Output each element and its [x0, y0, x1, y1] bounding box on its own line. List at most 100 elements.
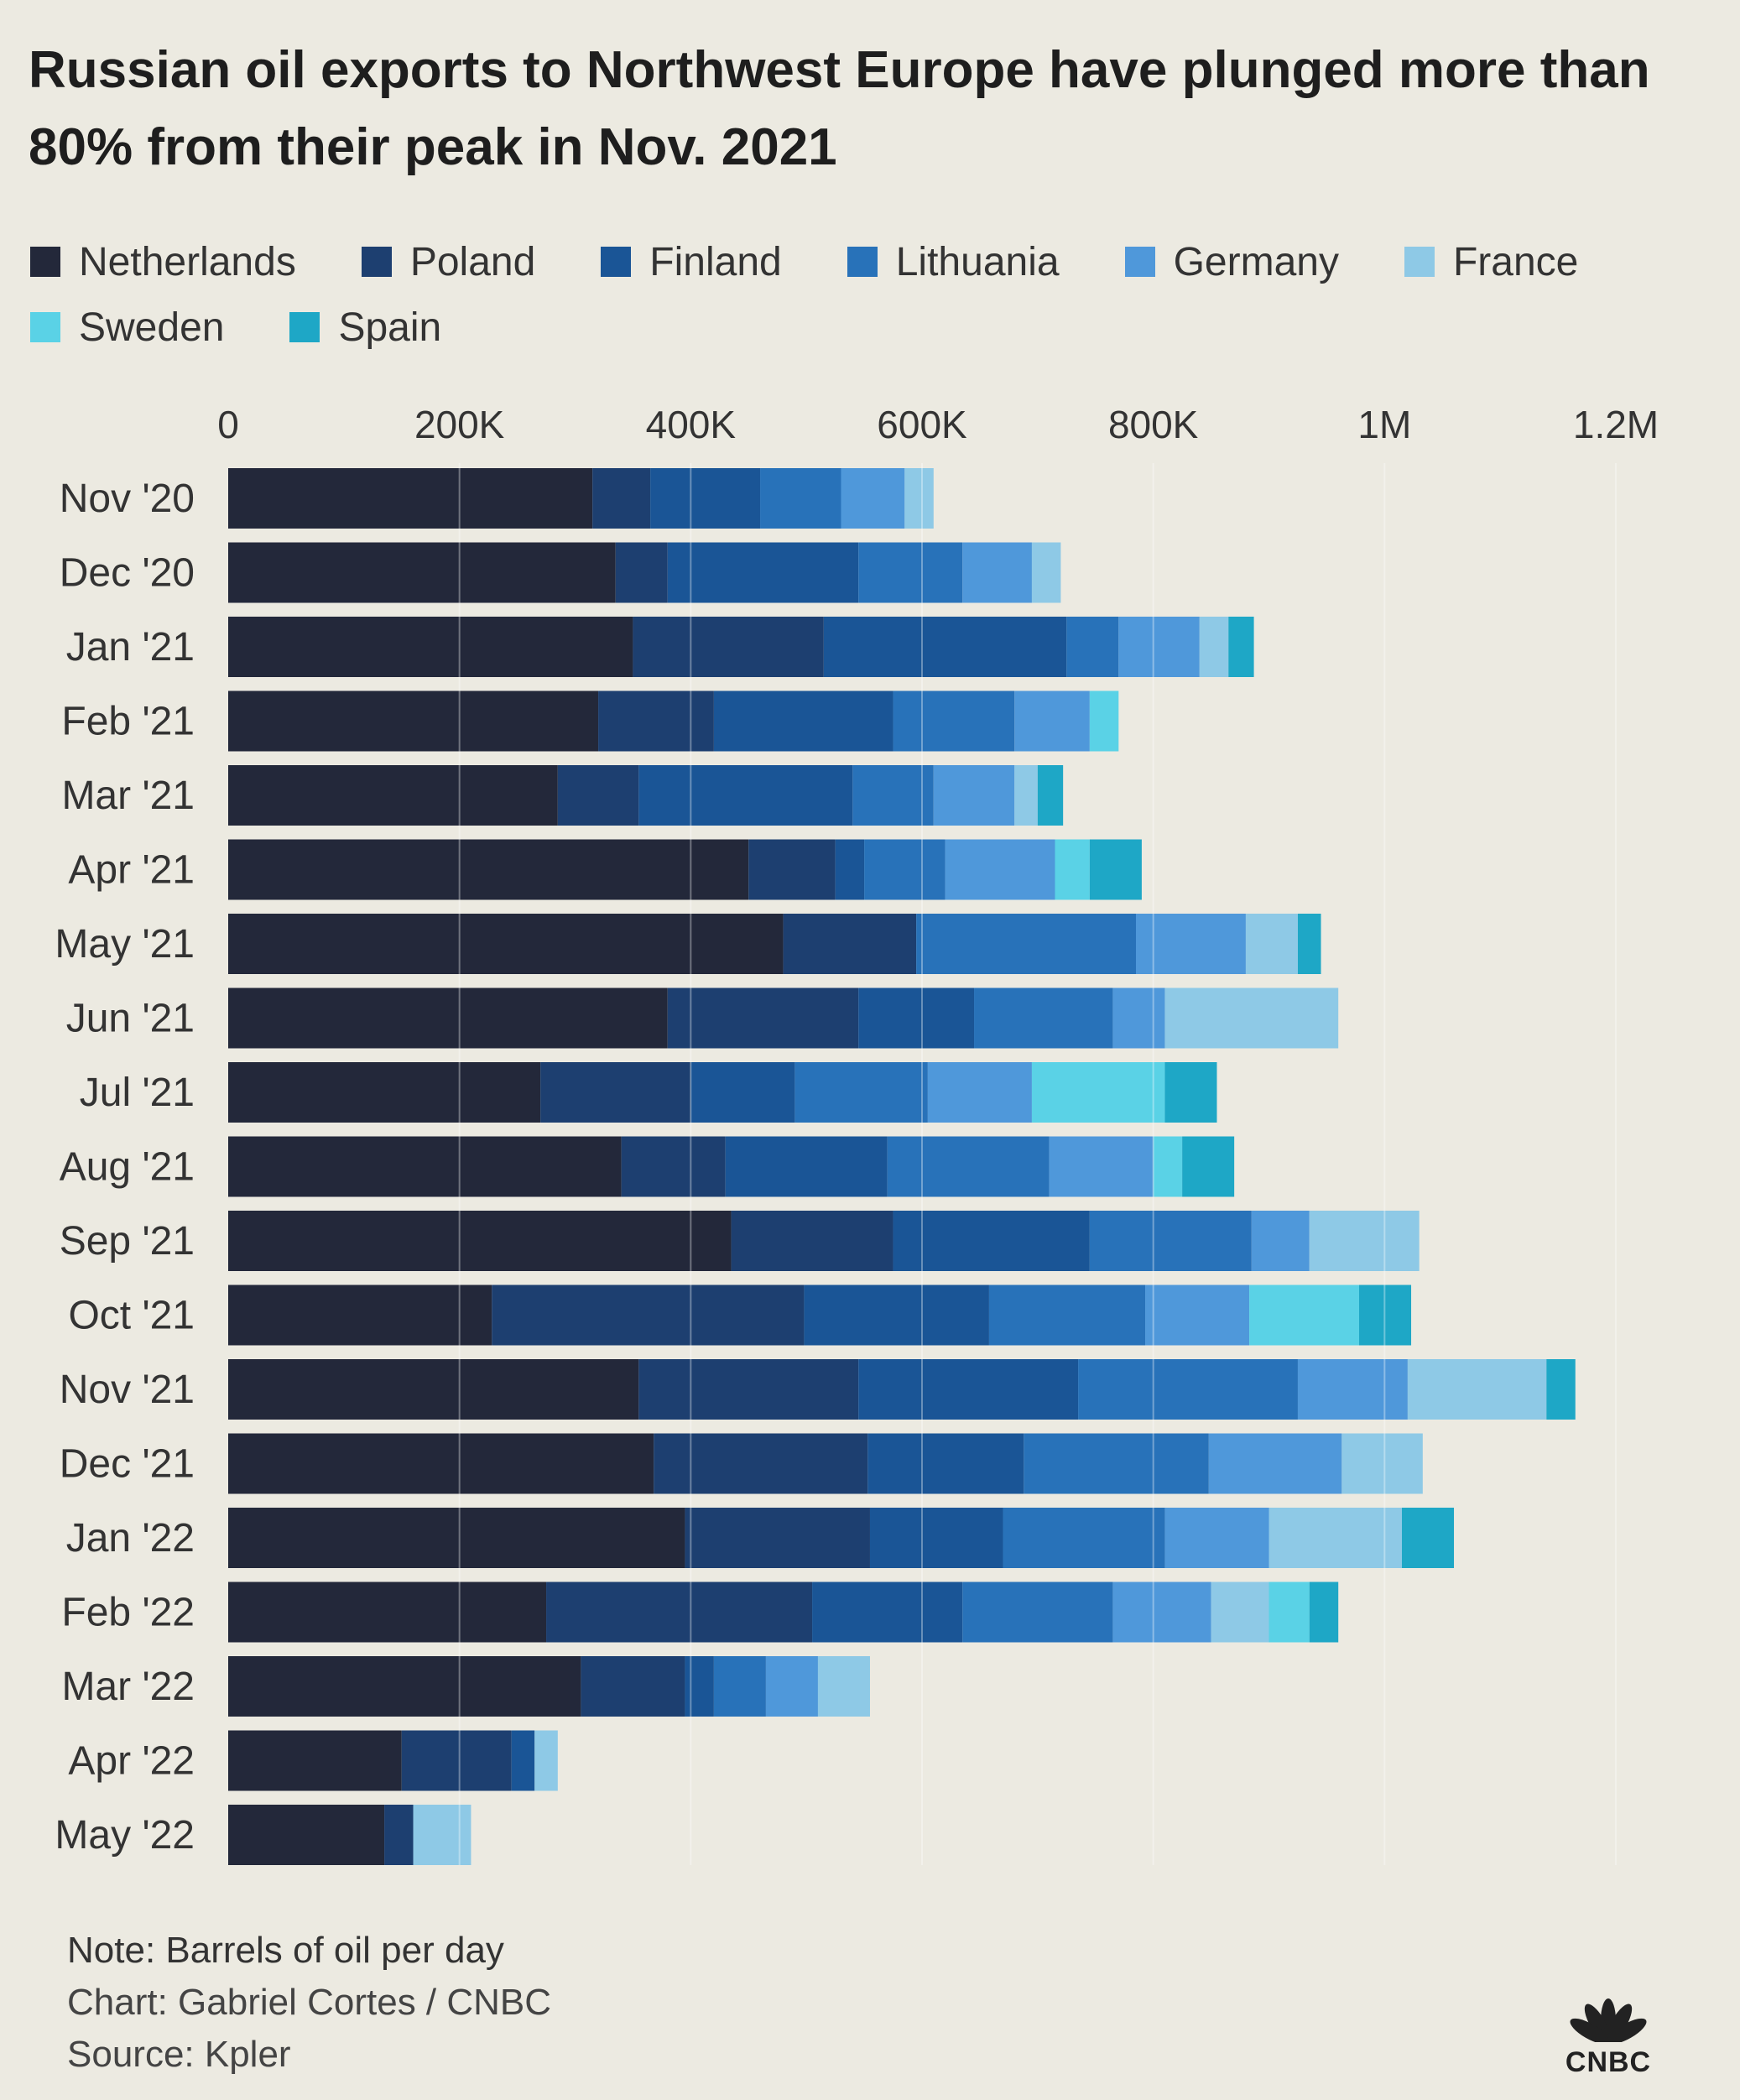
- bar-aug-21-netherlands: [228, 1136, 622, 1197]
- category-label: Feb '22: [61, 1591, 195, 1635]
- bar-jun-21-france: [1164, 987, 1339, 1049]
- bar-jul-21-netherlands: [228, 1062, 541, 1123]
- x-axis-ticks: 0 200K 400K 600K 800K 1M 1.2M: [217, 403, 1659, 446]
- bar-apr-22-france: [534, 1730, 558, 1791]
- bar-jul-21-poland: [540, 1062, 691, 1123]
- bar-may-22-netherlands: [228, 1805, 385, 1865]
- bar-feb-21-sweden: [1089, 690, 1119, 752]
- bar-jul-21-lithuania: [794, 1062, 928, 1123]
- legend-swatch: [30, 312, 60, 342]
- bar-oct-21-sweden: [1249, 1284, 1360, 1346]
- bar-may-22-poland: [384, 1805, 414, 1865]
- category-label: Nov '21: [60, 1368, 195, 1412]
- cnbc-wordmark: CNBC: [1565, 2046, 1652, 2078]
- bar-aug-21-lithuania: [887, 1136, 1050, 1197]
- bar-jul-21-sweden: [1031, 1062, 1165, 1123]
- category-label: Feb '21: [61, 700, 195, 744]
- bar-may-21-lithuania: [916, 914, 1136, 974]
- bar-may-21-france: [1245, 914, 1298, 974]
- bar-jan-22-france: [1269, 1508, 1403, 1568]
- chart-title: Russian oil exports to Northwest Europe …: [29, 41, 1650, 176]
- cnbc-logo: CNBC: [1554, 1987, 1663, 2079]
- category-label: Dec '20: [60, 551, 195, 596]
- bar-feb-22-netherlands: [228, 1582, 547, 1643]
- legend-item-spain: Spain: [289, 302, 441, 352]
- bar-dec-21-finland: [867, 1433, 1024, 1494]
- bar-jun-21-lithuania: [974, 987, 1113, 1049]
- bar-jan-21-spain: [1228, 617, 1254, 677]
- bar-dec-20-lithuania: [858, 542, 963, 603]
- bar-apr-21-netherlands: [228, 839, 749, 900]
- category-label: Sep '21: [60, 1219, 195, 1264]
- bar-apr-22-finland: [511, 1730, 535, 1791]
- bar-jan-22-netherlands: [228, 1508, 685, 1568]
- bar-jan-22-lithuania: [1003, 1508, 1165, 1568]
- legend-label: Germany: [1173, 239, 1339, 284]
- legend-item-lithuania: Lithuania: [847, 237, 1060, 287]
- bar-oct-21-lithuania: [988, 1284, 1146, 1346]
- bar-nov-21-netherlands: [228, 1359, 639, 1420]
- bar-jul-21-spain: [1164, 1062, 1217, 1123]
- bar-nov-20-france: [904, 468, 934, 529]
- bar-feb-22-poland: [546, 1582, 813, 1643]
- bar-oct-21-germany: [1145, 1284, 1250, 1346]
- bar-apr-21-lithuania: [864, 839, 946, 900]
- legend-swatch: [30, 247, 60, 277]
- bar-nov-21-germany: [1297, 1359, 1408, 1420]
- category-label: Jan '22: [66, 1516, 195, 1561]
- bar-feb-21-finland: [713, 690, 893, 752]
- bar-apr-21-germany: [945, 839, 1055, 900]
- bar-nov-20-finland: [650, 468, 761, 529]
- bar-dec-21-netherlands: [228, 1433, 654, 1494]
- bar-dec-20-germany: [962, 542, 1032, 603]
- bar-apr-22-poland: [401, 1730, 512, 1791]
- bar-nov-21-lithuania: [1078, 1359, 1298, 1420]
- chart-credit: Chart: Gabriel Cortes / CNBC: [67, 1982, 552, 2023]
- legend-swatch: [361, 247, 392, 277]
- bar-feb-21-netherlands: [228, 690, 599, 752]
- bar-dec-21-poland: [654, 1433, 868, 1494]
- legend-swatch: [601, 247, 632, 277]
- x-tick-label: 400K: [646, 403, 737, 446]
- bar-jun-21-poland: [667, 987, 859, 1049]
- bar-apr-22-netherlands: [228, 1730, 402, 1791]
- bar-jan-21-netherlands: [228, 617, 633, 677]
- bar-sep-21-netherlands: [228, 1211, 732, 1271]
- category-label: Oct '21: [68, 1294, 195, 1338]
- bar-sep-21-germany: [1251, 1211, 1310, 1271]
- bar-jun-21-netherlands: [228, 987, 668, 1049]
- bar-aug-21-germany: [1049, 1136, 1154, 1197]
- bar-aug-21-spain: [1182, 1136, 1235, 1197]
- legend-label: Spain: [338, 305, 442, 350]
- bar-nov-20-germany: [841, 468, 905, 529]
- bar-aug-21-poland: [621, 1136, 726, 1197]
- bar-jan-22-spain: [1402, 1508, 1455, 1568]
- bar-feb-21-poland: [598, 690, 714, 752]
- bar-jan-21-france: [1199, 617, 1229, 677]
- legend-label: Poland: [409, 239, 536, 284]
- chart-source: Source: Kpler: [67, 2034, 291, 2075]
- bar-jun-21-germany: [1112, 987, 1165, 1049]
- bar-dec-20-poland: [615, 542, 668, 603]
- bar-sep-21-poland: [731, 1211, 893, 1271]
- bars-group: [228, 468, 1576, 1865]
- stacked-bar-chart: 0 200K 400K 600K 800K 1M 1.2M Nov '20 Dec '20 Ja…: [55, 403, 1659, 1865]
- bar-mar-22-poland: [581, 1656, 685, 1717]
- category-label: Jul '21: [80, 1071, 195, 1115]
- bar-mar-21-france: [1014, 765, 1038, 826]
- bar-may-21-germany: [1135, 914, 1246, 974]
- category-label: May '22: [55, 1813, 195, 1858]
- category-label: Apr '21: [68, 848, 195, 893]
- bar-mar-22-france: [817, 1656, 870, 1717]
- legend-item-france: France: [1404, 237, 1578, 287]
- legend-swatch: [847, 247, 878, 277]
- bar-dec-20-netherlands: [228, 542, 616, 603]
- x-tick-label: 1M: [1357, 403, 1411, 446]
- bar-dec-21-lithuania: [1024, 1433, 1209, 1494]
- bar-nov-20-netherlands: [228, 468, 593, 529]
- bar-nov-21-poland: [638, 1359, 859, 1420]
- bar-feb-22-germany: [1112, 1582, 1211, 1643]
- category-label: Jan '21: [66, 625, 195, 670]
- bar-jul-21-finland: [690, 1062, 795, 1123]
- bar-mar-21-spain: [1037, 765, 1064, 826]
